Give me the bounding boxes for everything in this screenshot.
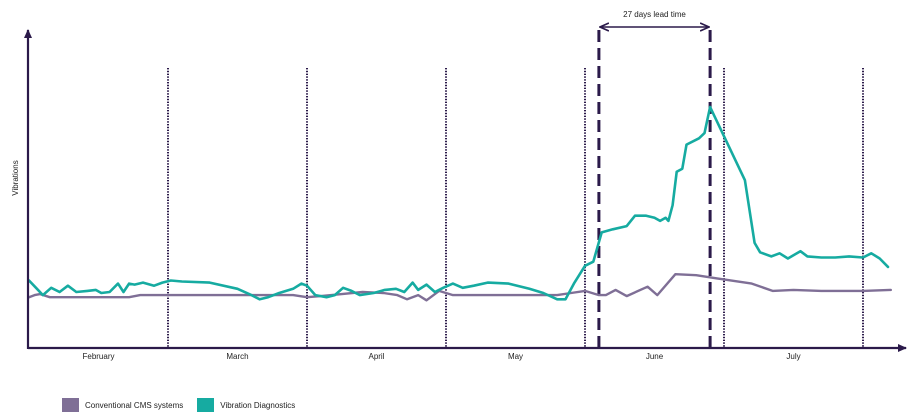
legend-swatch-vibration	[197, 398, 215, 412]
x-tick-label: March	[226, 352, 248, 361]
legend-item-conventional: Conventional CMS systems	[62, 398, 183, 412]
month-separators	[167, 68, 864, 347]
x-tick-label: April	[368, 352, 384, 361]
series-layer	[27, 105, 892, 302]
legend: Conventional CMS systems Vibration Diagn…	[62, 398, 295, 412]
legend-label-conventional: Conventional CMS systems	[85, 400, 184, 410]
legend-item-vibration: Vibration Diagnostics	[197, 398, 295, 412]
y-axis-label: Vibrations	[11, 160, 20, 195]
legend-swatch-conventional	[62, 398, 79, 412]
lead-time-label: 27 days lead time	[623, 10, 686, 19]
x-tick-label: June	[646, 352, 664, 361]
lead-time-markers	[597, 30, 712, 347]
legend-label-vibration: Vibration Diagnostics	[220, 400, 296, 410]
x-tick-labels: February March April May June July	[82, 352, 800, 361]
x-tick-label: July	[786, 352, 800, 361]
x-tick-label: May	[508, 352, 523, 361]
x-tick-label: February	[82, 352, 114, 361]
series-line-vibration	[27, 105, 890, 301]
